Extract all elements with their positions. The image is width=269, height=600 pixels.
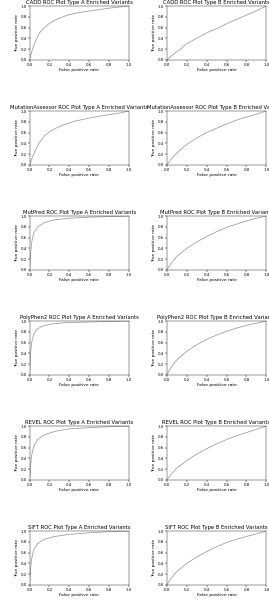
Title: SIFT ROC Plot Type B Enriched Variants: SIFT ROC Plot Type B Enriched Variants (165, 525, 268, 530)
Y-axis label: True positive rate: True positive rate (15, 539, 19, 577)
Title: PolyPhen2 ROC Plot Type A Enriched Variants: PolyPhen2 ROC Plot Type A Enriched Varia… (20, 315, 139, 320)
X-axis label: False positive rate: False positive rate (197, 68, 236, 72)
X-axis label: False positive rate: False positive rate (197, 488, 236, 492)
X-axis label: False positive rate: False positive rate (197, 278, 236, 282)
Y-axis label: True positive rate: True positive rate (15, 329, 19, 367)
X-axis label: False positive rate: False positive rate (197, 173, 236, 177)
Y-axis label: True positive rate: True positive rate (153, 434, 157, 472)
Title: MutPred ROC Plot Type B Enriched Variants: MutPred ROC Plot Type B Enriched Variant… (160, 210, 269, 215)
Y-axis label: True positive rate: True positive rate (153, 539, 157, 577)
Y-axis label: True positive rate: True positive rate (153, 224, 157, 262)
Title: SIFT ROC Plot Type A Enriched Variants: SIFT ROC Plot Type A Enriched Variants (28, 525, 131, 530)
Title: REVEL ROC Plot Type A Enriched Variants: REVEL ROC Plot Type A Enriched Variants (25, 420, 133, 425)
X-axis label: False positive rate: False positive rate (59, 278, 99, 282)
Y-axis label: True positive rate: True positive rate (15, 119, 19, 157)
Title: PolyPhen2 ROC Plot Type B Enriched Variants: PolyPhen2 ROC Plot Type B Enriched Varia… (157, 315, 269, 320)
Title: CADD ROC Plot Type B Enriched Variants: CADD ROC Plot Type B Enriched Variants (163, 0, 269, 5)
Y-axis label: True positive rate: True positive rate (15, 224, 19, 262)
Y-axis label: True positive rate: True positive rate (15, 434, 19, 472)
X-axis label: False positive rate: False positive rate (59, 488, 99, 492)
X-axis label: False positive rate: False positive rate (59, 593, 99, 597)
Y-axis label: True positive rate: True positive rate (153, 119, 157, 157)
Title: MutationAssessor ROC Plot Type B Enriched Variants: MutationAssessor ROC Plot Type B Enriche… (147, 105, 269, 110)
X-axis label: False positive rate: False positive rate (197, 383, 236, 387)
Y-axis label: True positive rate: True positive rate (153, 329, 157, 367)
X-axis label: False positive rate: False positive rate (59, 383, 99, 387)
Title: MutPred ROC Plot Type A Enriched Variants: MutPred ROC Plot Type A Enriched Variant… (23, 210, 136, 215)
Title: CADD ROC Plot Type A Enriched Variants: CADD ROC Plot Type A Enriched Variants (26, 0, 133, 5)
Title: MutationAssessor ROC Plot Type A Enriched Variants: MutationAssessor ROC Plot Type A Enriche… (10, 105, 148, 110)
X-axis label: False positive rate: False positive rate (59, 173, 99, 177)
X-axis label: False positive rate: False positive rate (59, 68, 99, 72)
Title: REVEL ROC Plot Type B Enriched Variants: REVEL ROC Plot Type B Enriched Variants (162, 420, 269, 425)
Y-axis label: True positive rate: True positive rate (15, 14, 19, 52)
Y-axis label: True positive rate: True positive rate (153, 14, 157, 52)
X-axis label: False positive rate: False positive rate (197, 593, 236, 597)
